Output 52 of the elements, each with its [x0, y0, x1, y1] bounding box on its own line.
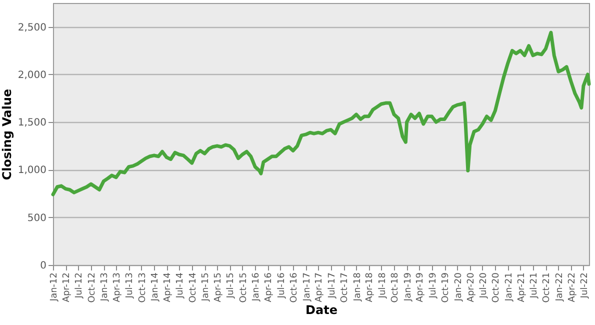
- x-tick-label: Jan-22: [554, 272, 565, 302]
- x-tick-label: Apr-13: [112, 272, 123, 302]
- y-tick-label: 1,000: [18, 165, 46, 176]
- x-tick-label: Apr-17: [314, 272, 325, 302]
- x-tick-label: Jul-20: [478, 272, 489, 300]
- x-axis-title: Date: [306, 302, 338, 317]
- x-tick-label: Apr-14: [163, 272, 174, 302]
- x-tick-label: Jan-21: [504, 272, 514, 302]
- x-tick-label: Apr-19: [416, 272, 426, 302]
- x-tick-label: Jul-14: [176, 272, 186, 300]
- x-tick-label: Oct-21: [542, 272, 552, 303]
- x-tick-label: Jul-18: [378, 272, 388, 300]
- x-tick-label: Jul-17: [327, 272, 338, 300]
- x-tick-label: Apr-21: [516, 272, 527, 302]
- x-tick-label: Oct-17: [340, 272, 350, 303]
- x-tick-label: Jan-20: [454, 272, 464, 302]
- x-tick-label: Oct-13: [138, 272, 148, 303]
- y-tick-label: 2,500: [18, 22, 46, 34]
- x-tick-label: Jan-17: [302, 272, 312, 302]
- x-tick-label: Apr-20: [466, 272, 476, 302]
- x-tick-label: Jul-22: [580, 272, 590, 300]
- x-tick-label: Oct-16: [290, 272, 300, 303]
- x-tick-label: Jul-21: [529, 272, 540, 300]
- x-tick-label: Jan-18: [352, 272, 363, 302]
- x-tick-label: Oct-19: [441, 272, 452, 303]
- x-tick-label: Oct-18: [390, 272, 401, 303]
- y-tick-label: 2,000: [18, 70, 46, 81]
- y-tick-label: 1,500: [18, 118, 46, 129]
- x-tick-label: Jul-16: [276, 272, 287, 300]
- x-tick-label: Apr-16: [264, 272, 274, 302]
- x-tick-label: Jan-15: [201, 272, 212, 302]
- y-axis-title: Closing Value: [0, 88, 14, 180]
- x-tick-label: Oct-14: [188, 272, 198, 303]
- x-tick-label: Apr-22: [567, 272, 578, 302]
- x-tick-label: Oct-20: [492, 272, 502, 303]
- line-series: [51, 30, 591, 196]
- x-tick-label: Jul-13: [125, 272, 136, 300]
- x-tick-label: Oct-15: [238, 272, 249, 303]
- x-tick-label: Apr-18: [365, 272, 376, 302]
- y-tick-label: 0: [40, 260, 46, 272]
- y-tick-label: 500: [27, 212, 46, 224]
- x-tick-label: Apr-15: [214, 272, 224, 302]
- x-tick-label: Apr-12: [62, 272, 72, 302]
- x-tick-label: Jul-12: [74, 272, 85, 300]
- x-tick-label: Jul-15: [226, 272, 236, 300]
- x-tick-label: Jul-19: [428, 272, 438, 300]
- x-tick-label: Jan-12: [50, 272, 60, 302]
- x-tick-label: Jan-14: [150, 272, 161, 302]
- x-tick-label: Jan-19: [403, 272, 414, 302]
- x-tick-label: Oct-12: [87, 272, 98, 303]
- x-tick-label: Jan-16: [252, 272, 262, 302]
- x-tick-label: Jan-13: [100, 272, 110, 302]
